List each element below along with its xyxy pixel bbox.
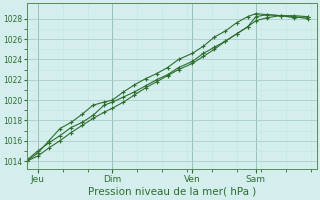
X-axis label: Pression niveau de la mer( hPa ): Pression niveau de la mer( hPa ) [88,187,256,197]
